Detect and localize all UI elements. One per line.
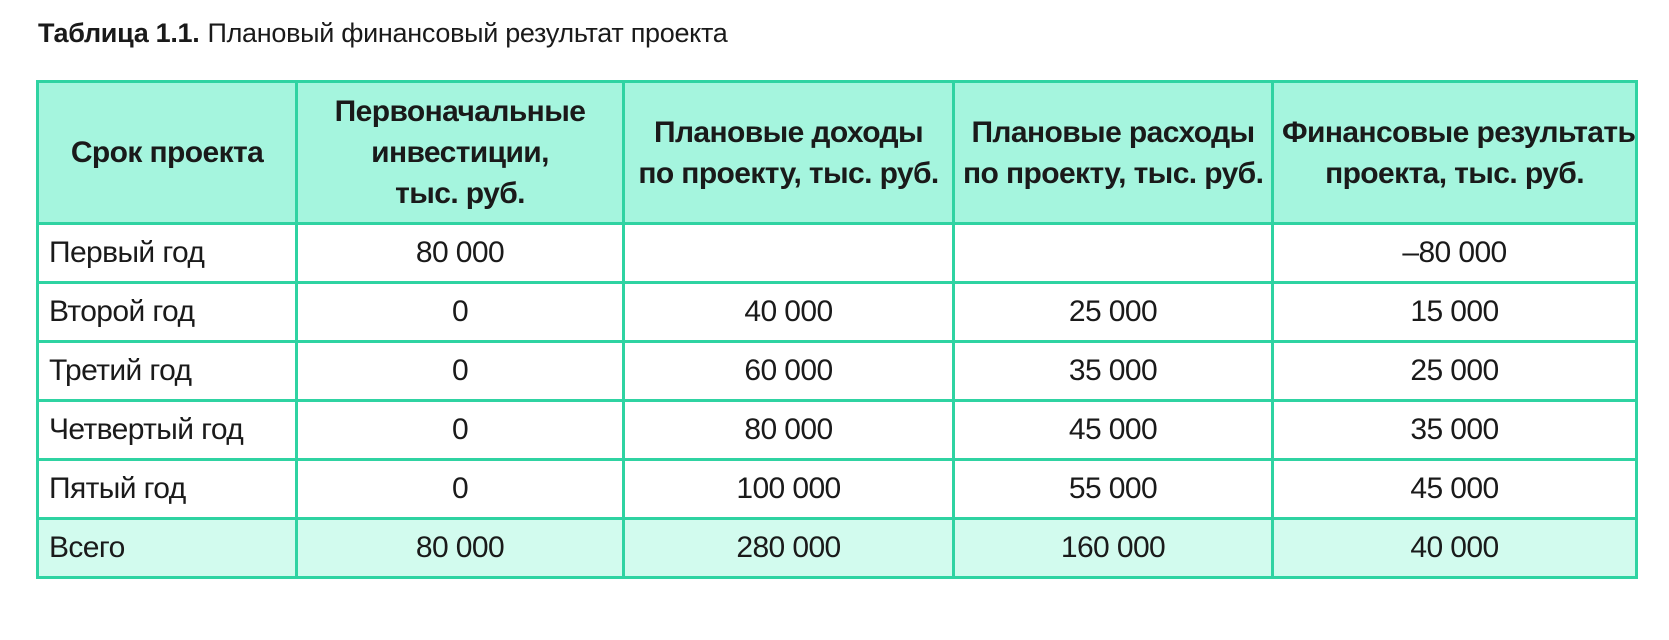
header-results: Финансовые результаты проекта, тыс. руб. xyxy=(1271,80,1638,225)
table-row: Третий год 0 60 000 35 000 25 000 xyxy=(36,340,1638,402)
row-results: 15 000 xyxy=(1271,281,1638,343)
row-term: Пятый год xyxy=(36,458,298,520)
total-term: Всего xyxy=(36,517,298,579)
row-investments: 0 xyxy=(295,281,625,343)
row-results: 25 000 xyxy=(1271,340,1638,402)
header-investments-line-3: тыс. руб. xyxy=(395,177,525,210)
table-row: Первый год 80 000 –80 000 xyxy=(36,222,1638,284)
header-results-line-1: Финансовые результаты xyxy=(1282,115,1637,149)
header-expenses-line-1: Плановые расходы xyxy=(971,115,1255,149)
row-expenses: 35 000 xyxy=(952,340,1274,402)
total-expenses: 160 000 xyxy=(952,517,1274,579)
row-income: 100 000 xyxy=(622,458,955,520)
header-income-line-2: по проекту, тыс. руб. xyxy=(638,156,939,190)
table-caption: Таблица 1.1. Плановый финансовый результа… xyxy=(38,18,728,49)
caption-text: Плановый финансовый результат проекта xyxy=(207,18,728,48)
header-income-line-1: Плановые доходы xyxy=(654,115,924,149)
header-investments: Первоначальные инвестиции, тыс. руб. xyxy=(295,80,625,225)
row-expenses: 45 000 xyxy=(952,399,1274,461)
row-term: Четвертый год xyxy=(36,399,298,461)
header-income: Плановые доходы по проекту, тыс. руб. xyxy=(622,80,955,225)
row-income: 80 000 xyxy=(622,399,955,461)
row-expenses: 25 000 xyxy=(952,281,1274,343)
table-row: Второй год 0 40 000 25 000 15 000 xyxy=(36,281,1638,343)
row-investments: 0 xyxy=(295,458,625,520)
header-row: Срок проекта Первоначальные инвестиции, … xyxy=(36,80,1638,225)
total-income: 280 000 xyxy=(622,517,955,579)
row-results: 35 000 xyxy=(1271,399,1638,461)
row-investments: 0 xyxy=(295,399,625,461)
row-term: Третий год xyxy=(36,340,298,402)
row-results: 45 000 xyxy=(1271,458,1638,520)
row-term: Первый год xyxy=(36,222,298,284)
row-income: 40 000 xyxy=(622,281,955,343)
row-investments: 80 000 xyxy=(295,222,625,284)
table-row: Пятый год 0 100 000 55 000 45 000 xyxy=(36,458,1638,520)
row-expenses xyxy=(952,222,1274,284)
header-term-label: Срок проекта xyxy=(70,136,264,169)
caption-label: Таблица 1.1. xyxy=(38,18,200,48)
row-income xyxy=(622,222,955,284)
header-investments-line-2: инвестиции, xyxy=(371,136,549,169)
total-results: 40 000 xyxy=(1271,517,1638,579)
row-results: –80 000 xyxy=(1271,222,1638,284)
financial-result-table: Срок проекта Первоначальные инвестиции, … xyxy=(36,80,1638,579)
header-expenses-line-2: по проекту, тыс. руб. xyxy=(963,156,1264,190)
header-expenses: Плановые расходы по проекту, тыс. руб. xyxy=(952,80,1274,225)
row-term: Второй год xyxy=(36,281,298,343)
row-investments: 0 xyxy=(295,340,625,402)
table-header: Срок проекта Первоначальные инвестиции, … xyxy=(36,80,1638,225)
table-row: Четвертый год 0 80 000 45 000 35 000 xyxy=(36,399,1638,461)
total-investments: 80 000 xyxy=(295,517,625,579)
header-investments-line-1: Первоначальные xyxy=(334,95,586,128)
header-term: Срок проекта xyxy=(36,80,298,225)
total-row: Всего 80 000 280 000 160 000 40 000 xyxy=(36,517,1638,579)
row-expenses: 55 000 xyxy=(952,458,1274,520)
row-income: 60 000 xyxy=(622,340,955,402)
header-results-line-2: проекта, тыс. руб. xyxy=(1325,156,1584,190)
table-body: Первый год 80 000 –80 000 Второй год 0 4… xyxy=(36,222,1638,579)
